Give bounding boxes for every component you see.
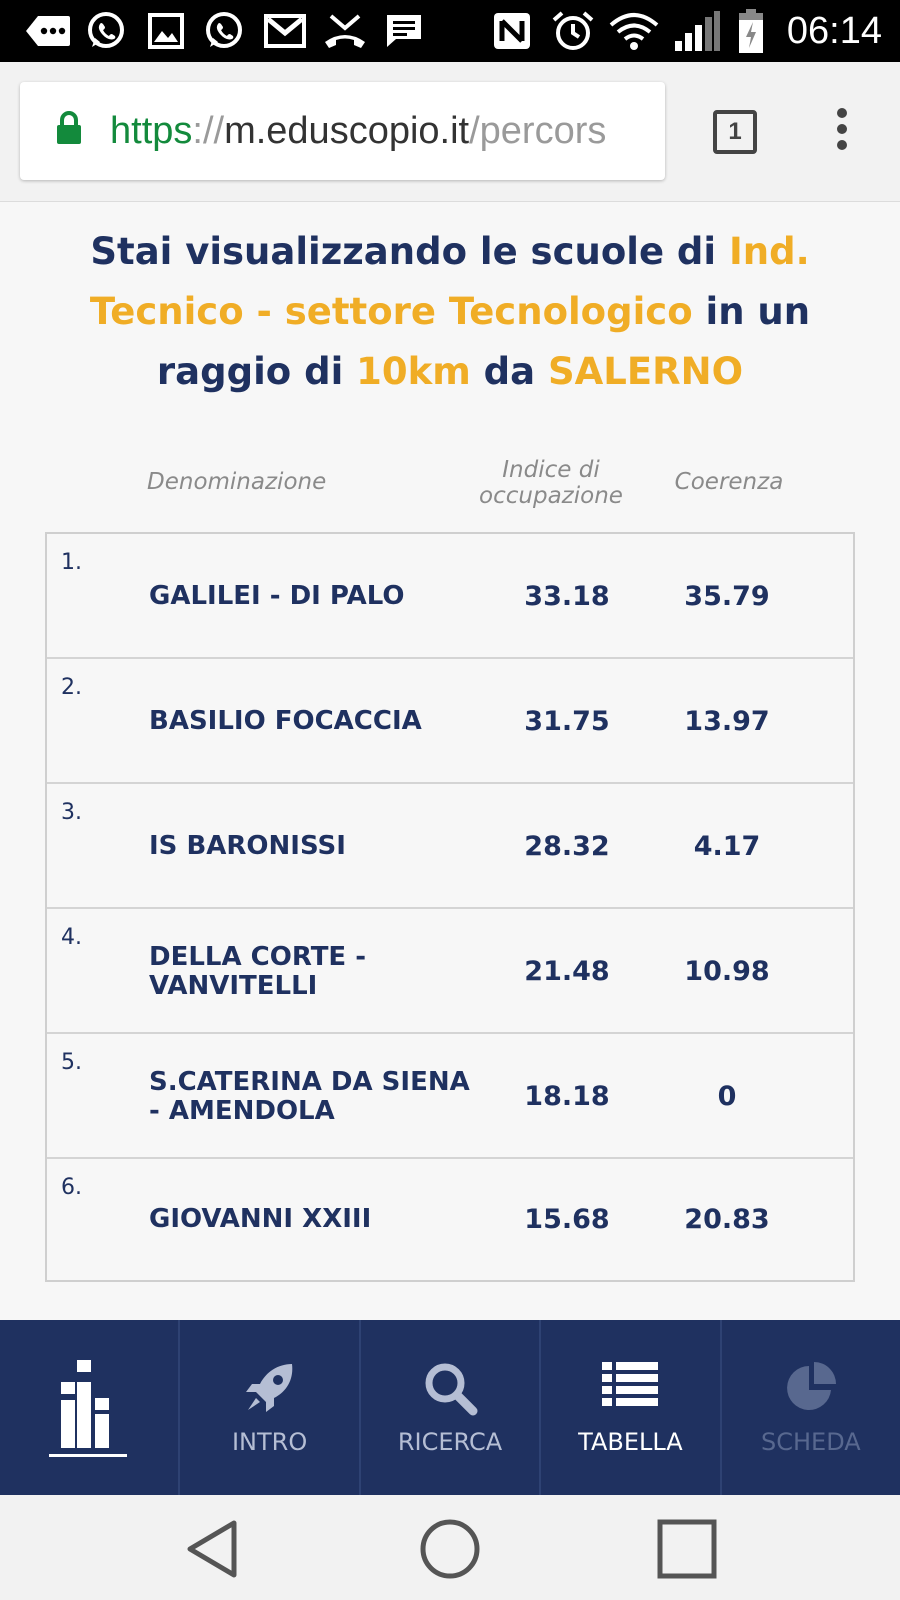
table-row[interactable]: 2. BASILIO FOCACCIA 31.75 13.97	[47, 659, 853, 784]
nav-label: INTRO	[231, 1428, 308, 1456]
coherence-value: 10.98	[684, 956, 770, 987]
url-text[interactable]: https://m.eduscopio.it/percors	[110, 108, 606, 154]
whatsapp-icon	[84, 10, 128, 52]
signal-icon	[672, 10, 722, 52]
gallery-icon	[144, 10, 188, 52]
bottom-navigation: INTRO RICERCA TABELLA SCHEDA	[0, 1320, 900, 1495]
nav-label: RICERCA	[397, 1428, 503, 1456]
school-name[interactable]: BASILIO FOCACCIA	[149, 706, 422, 736]
title-text-3: da	[470, 350, 549, 393]
row-rank: 6.	[61, 1175, 82, 1200]
school-name[interactable]: GALILEI - DI PALO	[149, 581, 405, 611]
occupation-index: 28.32	[524, 831, 610, 862]
occupation-index: 33.18	[524, 581, 610, 612]
coherence-value: 13.97	[684, 706, 770, 737]
whatsapp-icon	[202, 10, 246, 52]
school-name[interactable]: S.CATERINA DA SIENA - AMENDOLA	[149, 1066, 470, 1126]
schools-table: 1. GALILEI - DI PALO 33.18 35.79 2. BASI…	[45, 532, 855, 1282]
system-navigation-bar	[0, 1495, 900, 1600]
page-title: Stai visualizzando le scuole di Ind. Tec…	[60, 222, 840, 402]
url-scheme: https	[110, 110, 193, 152]
coherence-value: 4.17	[693, 831, 761, 862]
coherence-value: 35.79	[684, 581, 770, 612]
occupation-index: 31.75	[524, 706, 610, 737]
row-rank: 4.	[61, 925, 82, 950]
gmail-icon	[262, 10, 308, 52]
table-row[interactable]: 5. S.CATERINA DA SIENA - AMENDOLA 18.18 …	[47, 1034, 853, 1159]
school-name[interactable]: GIOVANNI XXIII	[149, 1204, 372, 1234]
eduscopio-logo-icon	[49, 1358, 129, 1464]
column-header-occupation-line2: occupazione	[479, 483, 623, 509]
nav-label: TABELLA	[578, 1428, 683, 1456]
column-header-occupation: Indice di occupazione	[470, 457, 632, 509]
rocket-icon	[242, 1360, 298, 1420]
url-path: /percors	[469, 110, 607, 152]
occupation-index: 15.68	[524, 1204, 610, 1235]
wifi-icon	[608, 10, 660, 52]
table-row[interactable]: 3. IS BARONISSI 28.32 4.17	[47, 784, 853, 909]
row-rank: 2.	[61, 675, 82, 700]
occupation-index: 18.18	[524, 1081, 610, 1112]
row-rank: 3.	[61, 800, 82, 825]
back-icon[interactable]	[182, 1517, 246, 1581]
messages-icon	[22, 10, 74, 52]
occupation-index: 21.48	[524, 956, 610, 987]
browser-toolbar: https://m.eduscopio.it/percors 1	[0, 62, 900, 202]
table-row[interactable]: 6. GIOVANNI XXIII 15.68 20.83	[47, 1159, 853, 1280]
coherence-value: 20.83	[684, 1204, 770, 1235]
alarm-icon	[550, 10, 596, 52]
school-name[interactable]: IS BARONISSI	[149, 831, 346, 861]
nav-home[interactable]	[0, 1320, 181, 1495]
row-rank: 1.	[61, 550, 82, 575]
column-header-occupation-line1: Indice di	[502, 457, 600, 483]
title-text-1: Stai visualizzando le scuole di	[90, 230, 729, 273]
table-row[interactable]: 1. GALILEI - DI PALO 33.18 35.79	[47, 534, 853, 659]
status-bar: 06:14	[0, 0, 900, 62]
lock-icon[interactable]	[54, 110, 84, 150]
title-school-type: Ind. Tecnico - settore Tecnologico	[89, 230, 810, 333]
more-vert-icon[interactable]	[832, 108, 852, 158]
nav-ricerca[interactable]: RICERCA	[361, 1320, 542, 1495]
tab-count: 1	[728, 118, 742, 145]
sms-icon	[382, 10, 426, 52]
coherence-value: 0	[717, 1081, 737, 1112]
table-row[interactable]: 4. DELLA CORTE - VANVITELLI 21.48 10.98	[47, 909, 853, 1034]
school-name[interactable]: DELLA CORTE - VANVITELLI	[149, 941, 367, 1001]
home-icon[interactable]	[418, 1517, 482, 1581]
list-icon	[602, 1360, 659, 1414]
column-header-coherence: Coerenza	[674, 469, 784, 495]
battery-icon	[736, 9, 766, 53]
url-separator: ://	[192, 110, 225, 152]
clock-time: 06:14	[786, 10, 882, 52]
address-bar[interactable]: https://m.eduscopio.it/percors	[20, 82, 665, 180]
recents-icon[interactable]	[655, 1517, 719, 1581]
title-text-2: in un raggio di	[156, 290, 811, 393]
nav-label: SCHEDA	[760, 1428, 861, 1456]
nav-tabella[interactable]: TABELLA	[541, 1320, 722, 1495]
tab-switcher-button[interactable]: 1	[713, 110, 757, 154]
nav-scheda[interactable]: SCHEDA	[722, 1320, 900, 1495]
pie-chart-icon	[783, 1360, 839, 1420]
nfc-icon	[490, 10, 534, 52]
title-city: SALERNO	[548, 350, 744, 393]
title-radius: 10km	[356, 350, 471, 393]
missed-call-icon	[322, 10, 368, 52]
url-host: m.eduscopio.it	[224, 110, 470, 152]
search-icon	[422, 1360, 478, 1420]
column-header-name: Denominazione	[147, 469, 327, 495]
row-rank: 5.	[61, 1050, 82, 1075]
nav-intro[interactable]: INTRO	[180, 1320, 361, 1495]
